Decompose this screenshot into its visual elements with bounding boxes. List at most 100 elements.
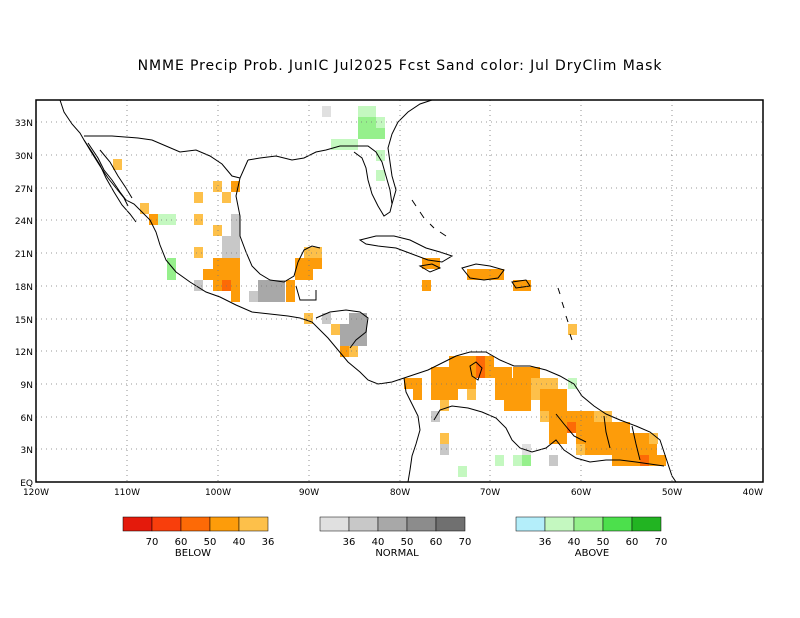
cell-normal — [222, 236, 240, 258]
cell-below — [549, 400, 567, 422]
cell-below — [213, 181, 222, 192]
cell-below — [576, 422, 603, 444]
cell-below — [113, 159, 122, 170]
cell-normal — [549, 455, 558, 466]
cell-below — [304, 247, 322, 258]
legend-tick: 40 — [568, 537, 581, 548]
cell-normal — [431, 411, 440, 422]
legend-swatch — [238, 516, 269, 532]
cell-below — [649, 433, 658, 444]
cell-normal — [258, 280, 285, 302]
cell-below — [467, 389, 476, 400]
legend-swatch — [602, 516, 633, 532]
cell-below — [513, 367, 540, 378]
cell-normal — [349, 313, 367, 324]
cell-below — [549, 422, 567, 444]
legend-category: BELOW — [175, 548, 211, 559]
legend-tick: 70 — [655, 537, 668, 548]
cell-normal — [440, 444, 449, 455]
legend-tick: 36 — [539, 537, 552, 548]
legend-swatch — [435, 516, 466, 532]
cell-below — [331, 324, 340, 335]
legend-tick: 70 — [459, 537, 472, 548]
lat-label: 27N — [15, 185, 33, 195]
lat-label: 3N — [21, 446, 33, 456]
map-title: NMME Precip Prob. JunIC Jul2025 Fcst San… — [137, 58, 663, 74]
legend-above: 36 40 50 60 70 ABOVE — [515, 516, 668, 559]
cell-below — [594, 411, 612, 422]
lat-label: 18N — [15, 283, 33, 293]
lon-label: 80W — [390, 488, 410, 498]
legend-tick: 50 — [204, 537, 217, 548]
lat-label: 9N — [21, 381, 33, 391]
legend-normal: 36 40 50 60 70 NORMAL — [319, 516, 472, 559]
legend-tick: 36 — [343, 537, 356, 548]
longitude-labels: 120W 110W 100W 90W 80W 70W 60W 50W 40W — [23, 488, 763, 498]
cell-below — [194, 247, 203, 258]
cell-above — [158, 214, 176, 225]
cell-above — [376, 150, 385, 161]
map-frame — [36, 100, 763, 482]
cell-above — [513, 455, 522, 466]
cell-below — [286, 280, 295, 302]
cell-below — [458, 367, 476, 389]
cell-below — [231, 181, 240, 192]
cell-below — [295, 258, 322, 269]
legend-below: 70 60 50 40 36 BELOW — [122, 516, 274, 559]
lon-label: 50W — [662, 488, 682, 498]
cell-below — [213, 258, 240, 269]
map-border — [35, 99, 764, 483]
cell-below — [567, 411, 594, 422]
cell-below — [203, 269, 240, 280]
cell-below — [576, 444, 585, 455]
lon-label: 90W — [299, 488, 319, 498]
cell-below50 — [222, 280, 231, 291]
cell-below50 — [567, 422, 576, 433]
cell-below — [213, 225, 222, 236]
latitude-labels: 33N 30N 27N 24N 21N 18N 15N 12N 9N 6N 3N… — [15, 119, 33, 489]
cell-normal — [194, 280, 203, 291]
grid-lines — [36, 100, 763, 482]
cell-normal — [322, 106, 331, 117]
legend-tick: 60 — [175, 537, 188, 548]
cell-below — [404, 378, 422, 389]
cell-below — [467, 269, 504, 280]
legend-tick: 40 — [372, 537, 385, 548]
lat-label: 33N — [15, 119, 33, 129]
cell-below — [612, 433, 657, 455]
lon-label: 70W — [480, 488, 500, 498]
legend-swatch — [544, 516, 575, 532]
legend-tick: 50 — [597, 537, 610, 548]
lat-label: 15N — [15, 316, 33, 326]
legend-swatch — [406, 516, 437, 532]
lon-label: 40W — [743, 488, 763, 498]
cell-normal — [322, 313, 331, 324]
cell-below — [194, 192, 203, 203]
legend-swatch — [573, 516, 604, 532]
cell-below — [231, 291, 240, 302]
cell-below — [568, 324, 577, 335]
lon-label: 100W — [205, 488, 231, 498]
cell-below — [295, 269, 313, 280]
cell-above — [458, 466, 467, 477]
legend-swatch — [180, 516, 211, 532]
lat-label: 21N — [15, 250, 33, 260]
lon-label: 110W — [114, 488, 140, 498]
cell-below — [440, 400, 449, 411]
cell-below — [504, 400, 531, 411]
cell-below — [612, 455, 657, 466]
cell-below — [413, 389, 422, 400]
cell-above — [376, 117, 385, 128]
lon-label: 60W — [571, 488, 591, 498]
cell-below — [140, 203, 149, 214]
cell-below — [222, 192, 231, 203]
cell-above — [331, 139, 358, 150]
legend-swatch — [377, 516, 408, 532]
cell-below — [304, 313, 313, 324]
lon-label: 120W — [23, 488, 49, 498]
cell-above — [358, 106, 376, 117]
cell-normal — [231, 214, 240, 236]
cell-below — [340, 346, 349, 357]
cell-below — [149, 214, 158, 225]
cell-below — [485, 367, 512, 378]
